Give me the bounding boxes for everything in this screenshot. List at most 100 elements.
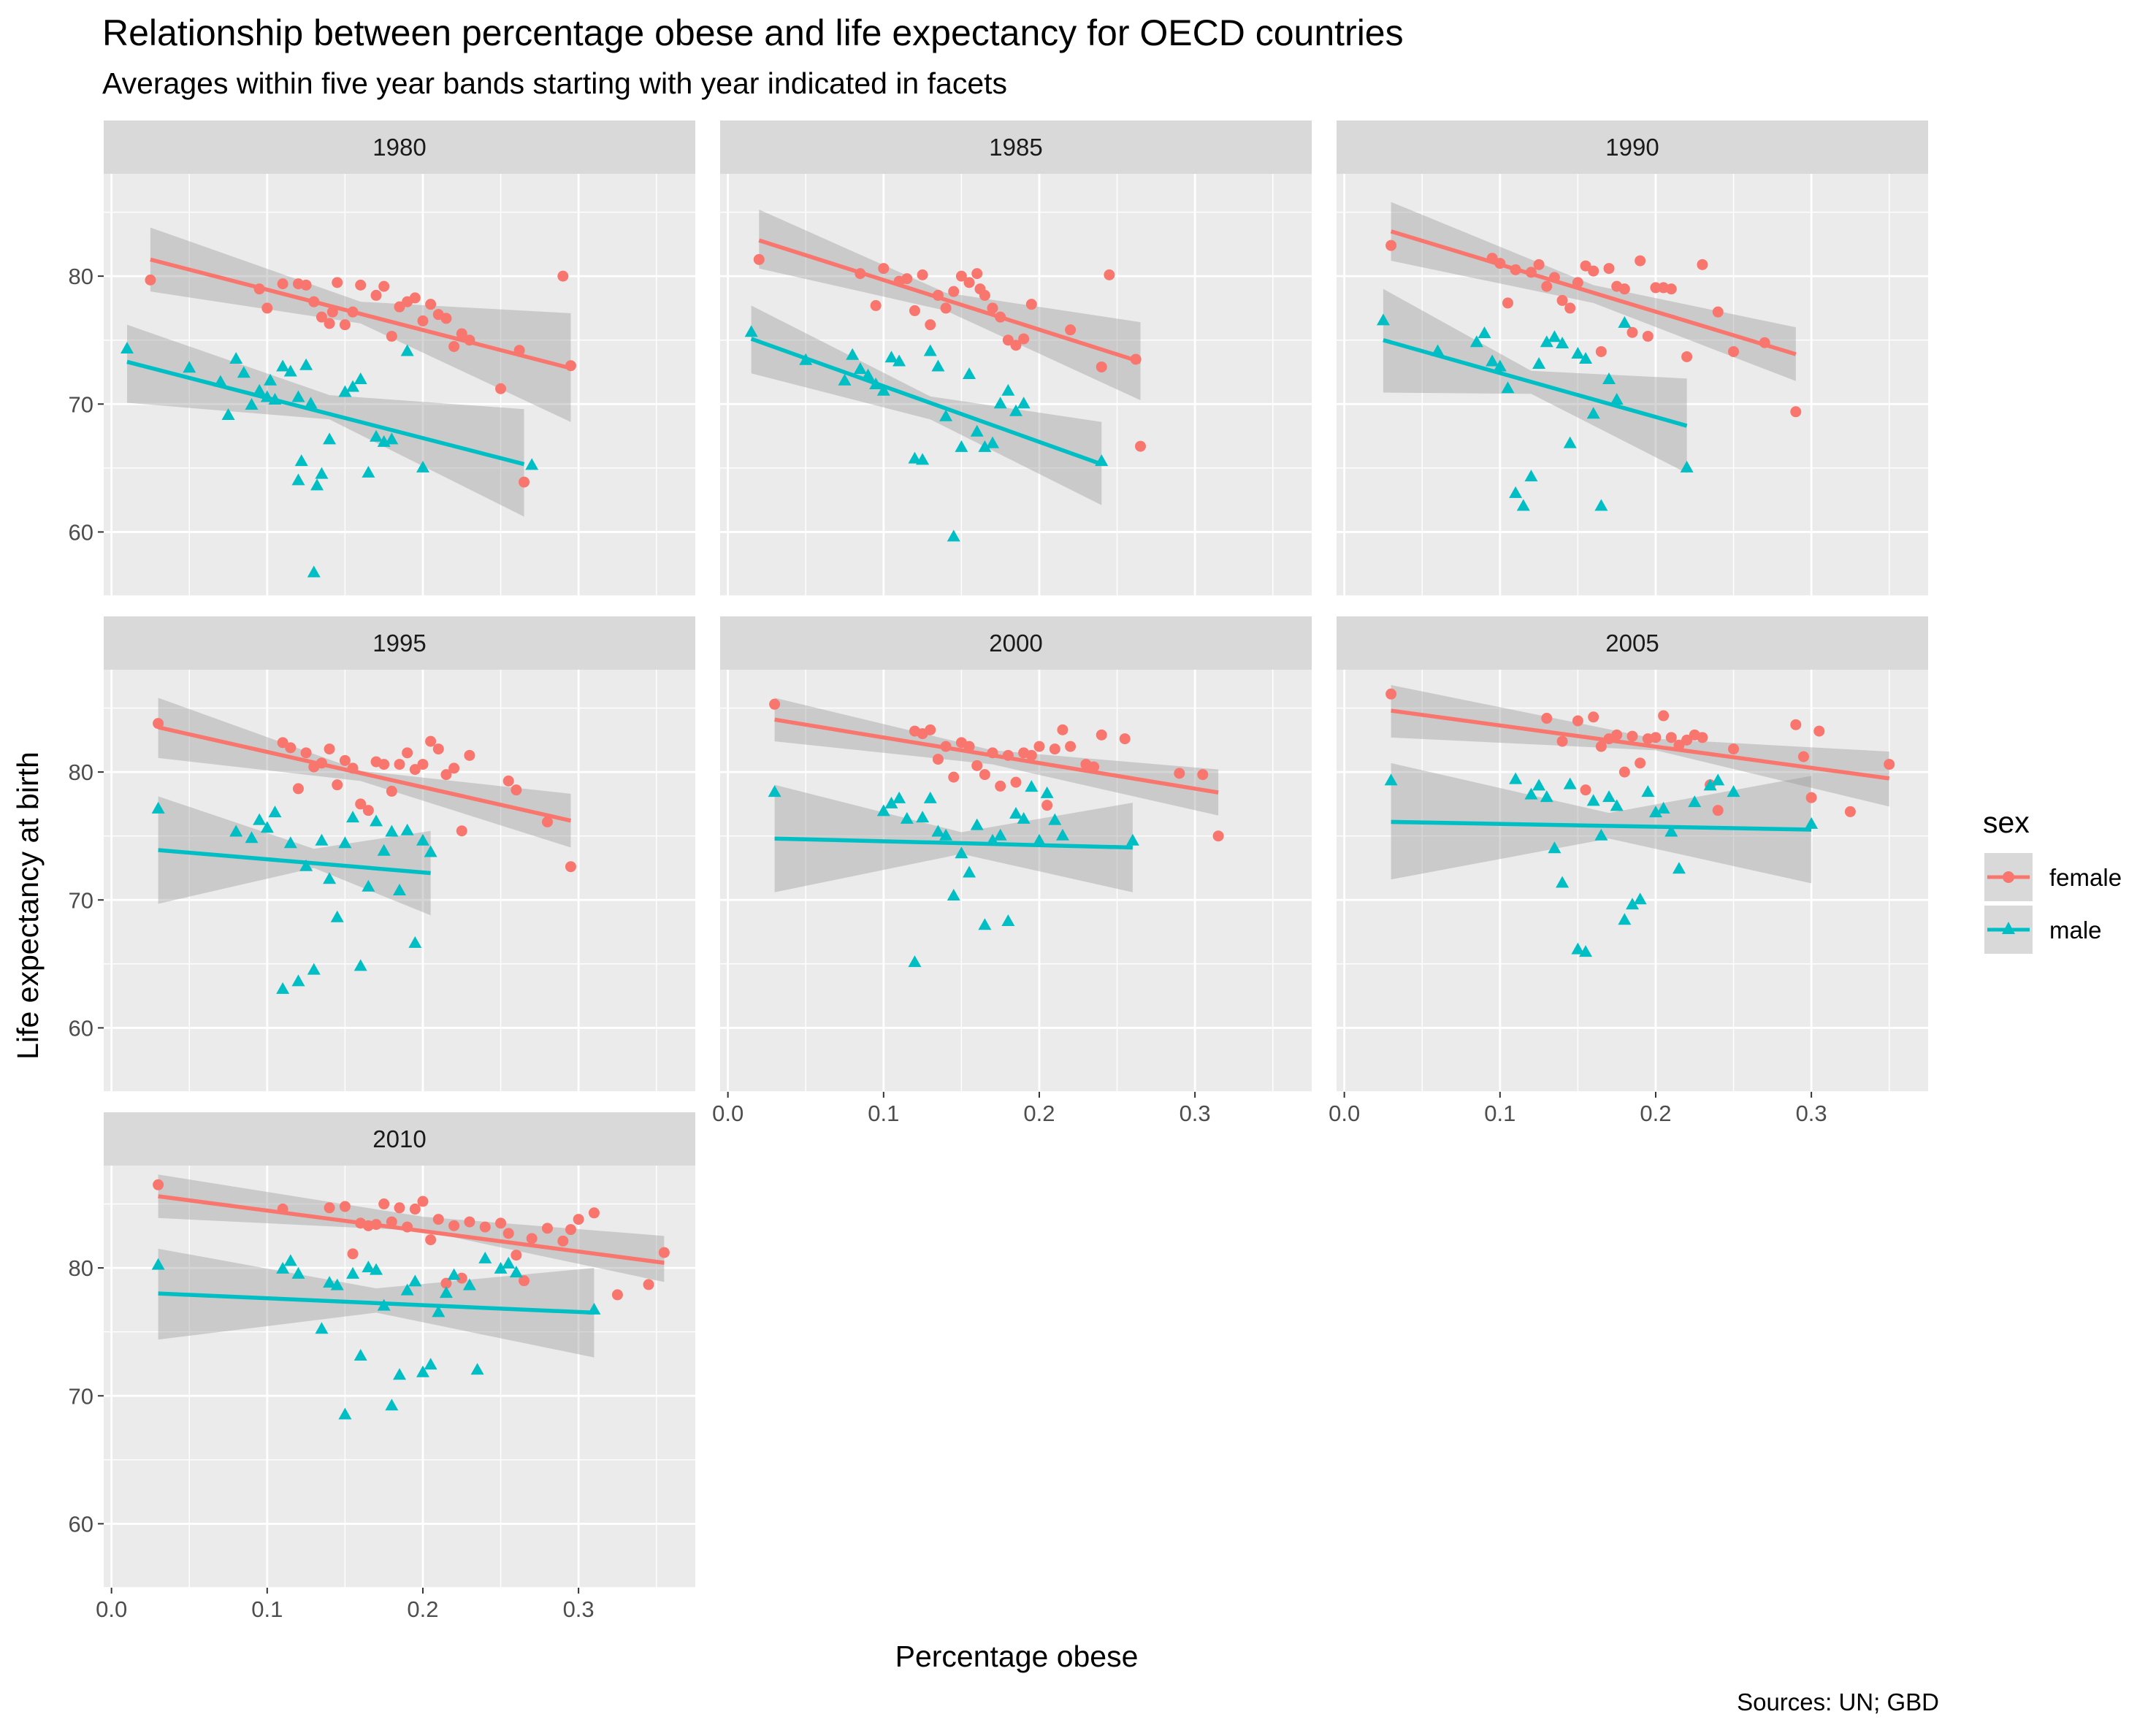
- facet-strip: [1337, 616, 1928, 670]
- facet-2010: 2010 60 70 80 0.0 0.1 0.2 0.3: [69, 1112, 695, 1622]
- point-female: [940, 302, 952, 314]
- point-male: [447, 1268, 461, 1280]
- point-female: [573, 1214, 584, 1225]
- regression-line-female: [758, 238, 1142, 364]
- point-female: [448, 340, 460, 352]
- point-male: [1672, 862, 1686, 874]
- point-female: [425, 735, 437, 747]
- point-male: [385, 825, 399, 837]
- point-female: [1790, 406, 1802, 418]
- point-female: [1626, 730, 1638, 742]
- point-female: [1588, 265, 1599, 277]
- point-male: [1032, 833, 1046, 846]
- point-male: [1532, 356, 1546, 369]
- point-male: [1680, 460, 1694, 473]
- y-tick-label: 70: [69, 391, 93, 417]
- x-tick-label: 0.0: [1329, 1101, 1360, 1126]
- point-male: [338, 1407, 352, 1420]
- point-female: [1065, 741, 1077, 752]
- point-male: [416, 460, 429, 473]
- point-female: [440, 1277, 452, 1289]
- regression-line-male: [158, 848, 431, 876]
- point-female: [971, 760, 983, 771]
- point-female: [1572, 715, 1583, 727]
- point-male: [264, 373, 278, 386]
- point-male: [323, 872, 337, 884]
- x-axis-title: Percentage obese: [895, 1640, 1139, 1673]
- point-male: [1594, 828, 1608, 841]
- point-male: [1586, 407, 1600, 419]
- point-female: [1618, 283, 1630, 295]
- point-male: [1633, 892, 1647, 905]
- point-female: [332, 779, 343, 791]
- point-male: [315, 833, 329, 846]
- point-male: [939, 828, 953, 841]
- point-male: [1493, 359, 1507, 372]
- y-tick-label: 70: [69, 887, 93, 913]
- facet-panels: 1980 60 70 80 1985 1990 1995 60 70 80 2000 0.0 0.1 0.…: [69, 121, 1928, 1622]
- x-tick-label: 0.3: [1180, 1101, 1211, 1126]
- point-male: [1579, 351, 1593, 364]
- point-male: [323, 432, 337, 445]
- x-tick-label: 0.2: [1023, 1101, 1055, 1126]
- point-male: [299, 859, 313, 871]
- point-female: [394, 1202, 405, 1214]
- point-male: [876, 383, 890, 396]
- point-female: [1635, 255, 1646, 267]
- confidence-band-male: [751, 305, 1102, 505]
- point-female: [464, 749, 475, 761]
- point-female: [394, 301, 405, 313]
- confidence-band-male: [774, 784, 1133, 892]
- point-female: [324, 1202, 335, 1214]
- point-male: [1001, 383, 1015, 396]
- regression-line-female: [157, 725, 572, 823]
- point-female: [145, 274, 156, 286]
- regression-line-male: [126, 359, 525, 467]
- point-male: [283, 1254, 297, 1266]
- point-male: [268, 806, 282, 818]
- point-female: [643, 1279, 654, 1290]
- point-female: [1385, 688, 1397, 700]
- y-tick-label: 80: [69, 760, 93, 785]
- point-female: [925, 319, 936, 331]
- point-male: [853, 362, 867, 374]
- point-male: [876, 804, 890, 816]
- point-female: [1541, 713, 1553, 724]
- point-male: [370, 1263, 383, 1275]
- point-female: [1595, 345, 1607, 357]
- facet-strip: [720, 121, 1312, 174]
- point-male: [768, 785, 781, 798]
- point-male: [221, 408, 235, 421]
- x-tick-label: 0.3: [1796, 1101, 1827, 1126]
- point-male: [846, 348, 860, 360]
- point-female: [1665, 283, 1677, 295]
- point-male: [1516, 499, 1530, 511]
- point-male: [970, 818, 984, 830]
- point-male: [931, 825, 945, 837]
- point-female: [1025, 299, 1037, 310]
- facet-strip: [1337, 121, 1928, 174]
- point-male: [377, 844, 391, 856]
- point-male: [908, 955, 922, 968]
- regression-line-female: [158, 1194, 665, 1265]
- point-female: [402, 747, 413, 759]
- point-female: [1096, 361, 1107, 372]
- point-male: [1548, 330, 1561, 343]
- point-male: [1048, 813, 1062, 825]
- point-male: [1025, 780, 1039, 792]
- point-female: [1385, 240, 1397, 251]
- y-tick-label: 60: [69, 519, 93, 545]
- point-male: [362, 1261, 375, 1273]
- point-male: [1602, 372, 1616, 384]
- legend-label-male: male: [2049, 917, 2102, 944]
- x-tick-label: 0.2: [1640, 1101, 1671, 1126]
- point-female: [511, 784, 522, 796]
- point-male: [1376, 313, 1390, 326]
- confidence-band-male: [1391, 762, 1812, 884]
- point-male: [892, 791, 906, 803]
- point-male: [400, 1283, 414, 1296]
- point-female: [324, 743, 335, 755]
- point-female: [909, 305, 920, 316]
- point-male: [502, 1256, 516, 1269]
